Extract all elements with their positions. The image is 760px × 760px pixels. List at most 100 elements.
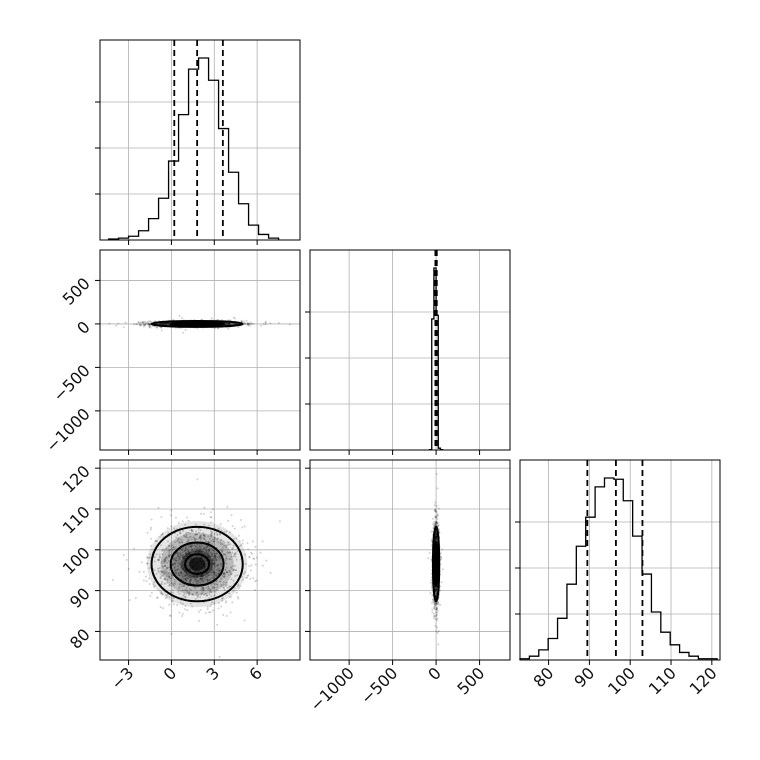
sample-point [206, 605, 209, 608]
contour-line [150, 319, 244, 328]
sample-point [202, 512, 205, 515]
sample-point [167, 550, 170, 553]
sample-point [434, 533, 437, 536]
sample-point [434, 510, 437, 513]
sample-point [435, 594, 438, 597]
sample-point [178, 573, 181, 576]
sample-point [166, 575, 169, 578]
sample-point [230, 578, 233, 581]
sample-point [434, 602, 437, 605]
sample-point [436, 619, 439, 622]
sample-point [148, 567, 151, 570]
sample-point [197, 527, 200, 530]
sample-point [188, 552, 191, 555]
sample-point [167, 322, 170, 325]
sample-point [215, 574, 218, 577]
sample-point [174, 580, 177, 583]
sample-point [138, 570, 141, 573]
sample-point [183, 535, 186, 538]
sample-point [177, 555, 180, 558]
sample-point [222, 575, 225, 578]
sample-point [247, 323, 250, 326]
sample-point [200, 569, 203, 572]
sample-point [160, 322, 163, 325]
sample-point [185, 579, 188, 582]
sample-point [190, 556, 193, 559]
sample-point [177, 554, 180, 557]
sample-point [149, 528, 152, 531]
sample-point [190, 576, 193, 579]
sample-point [209, 511, 212, 514]
sample-point [255, 579, 258, 582]
sample-point [184, 573, 187, 576]
sample-point [166, 322, 169, 325]
sample-point [212, 563, 215, 566]
sample-point [435, 592, 438, 595]
sample-point [197, 570, 200, 573]
sample-point [435, 630, 438, 633]
sample-point [211, 555, 214, 558]
sample-point [210, 516, 213, 519]
sample-point [144, 323, 147, 326]
sample-point [220, 543, 223, 546]
sample-point [213, 577, 216, 580]
sample-point [213, 571, 216, 574]
sample-point [165, 556, 168, 559]
sample-point [189, 545, 192, 548]
sample-point [209, 555, 212, 558]
sample-point [180, 561, 183, 564]
sample-point [179, 601, 182, 604]
sample-point [250, 564, 253, 567]
sample-point [161, 549, 164, 552]
sample-point [246, 542, 249, 545]
sample-point [184, 574, 187, 577]
sample-point [206, 546, 209, 549]
sample-point [203, 567, 206, 570]
sample-point [188, 588, 191, 591]
sample-point [173, 527, 176, 530]
sample-point [135, 323, 138, 326]
sample-point [168, 603, 171, 606]
sample-point [173, 562, 176, 565]
sample-point [186, 577, 189, 580]
sample-point [161, 323, 164, 326]
sample-point [181, 583, 184, 586]
sample-point [202, 537, 205, 540]
sample-point [200, 575, 203, 578]
sample-point [220, 538, 223, 541]
sample-point [175, 559, 178, 562]
sample-point [240, 519, 243, 522]
sample-point [203, 506, 206, 509]
sample-point [187, 552, 190, 555]
sample-point [196, 547, 199, 550]
sample-point [208, 593, 211, 596]
sample-point [195, 549, 198, 552]
sample-point [200, 592, 203, 595]
sample-point [213, 562, 216, 565]
sample-point [139, 321, 142, 324]
sample-point [174, 569, 177, 572]
sample-point [207, 553, 210, 556]
sample-point [176, 568, 179, 571]
sample-point [434, 588, 437, 591]
sample-point [203, 547, 206, 550]
sample-point [243, 322, 246, 325]
sample-point [137, 321, 140, 324]
sample-point [149, 326, 152, 329]
sample-point [220, 549, 223, 552]
sample-point [194, 533, 197, 536]
sample-point [179, 571, 182, 574]
sample-point [211, 543, 214, 546]
sample-point [175, 569, 178, 572]
sample-point [227, 323, 230, 326]
sample-point [186, 548, 189, 551]
sample-point [176, 574, 179, 577]
sample-point [237, 583, 240, 586]
sample-point [225, 600, 228, 603]
sample-point [172, 557, 175, 560]
sample-point [148, 325, 151, 328]
sample-point [168, 554, 171, 557]
sample-point [225, 322, 228, 325]
sample-point [191, 528, 194, 531]
sample-point [213, 594, 216, 597]
